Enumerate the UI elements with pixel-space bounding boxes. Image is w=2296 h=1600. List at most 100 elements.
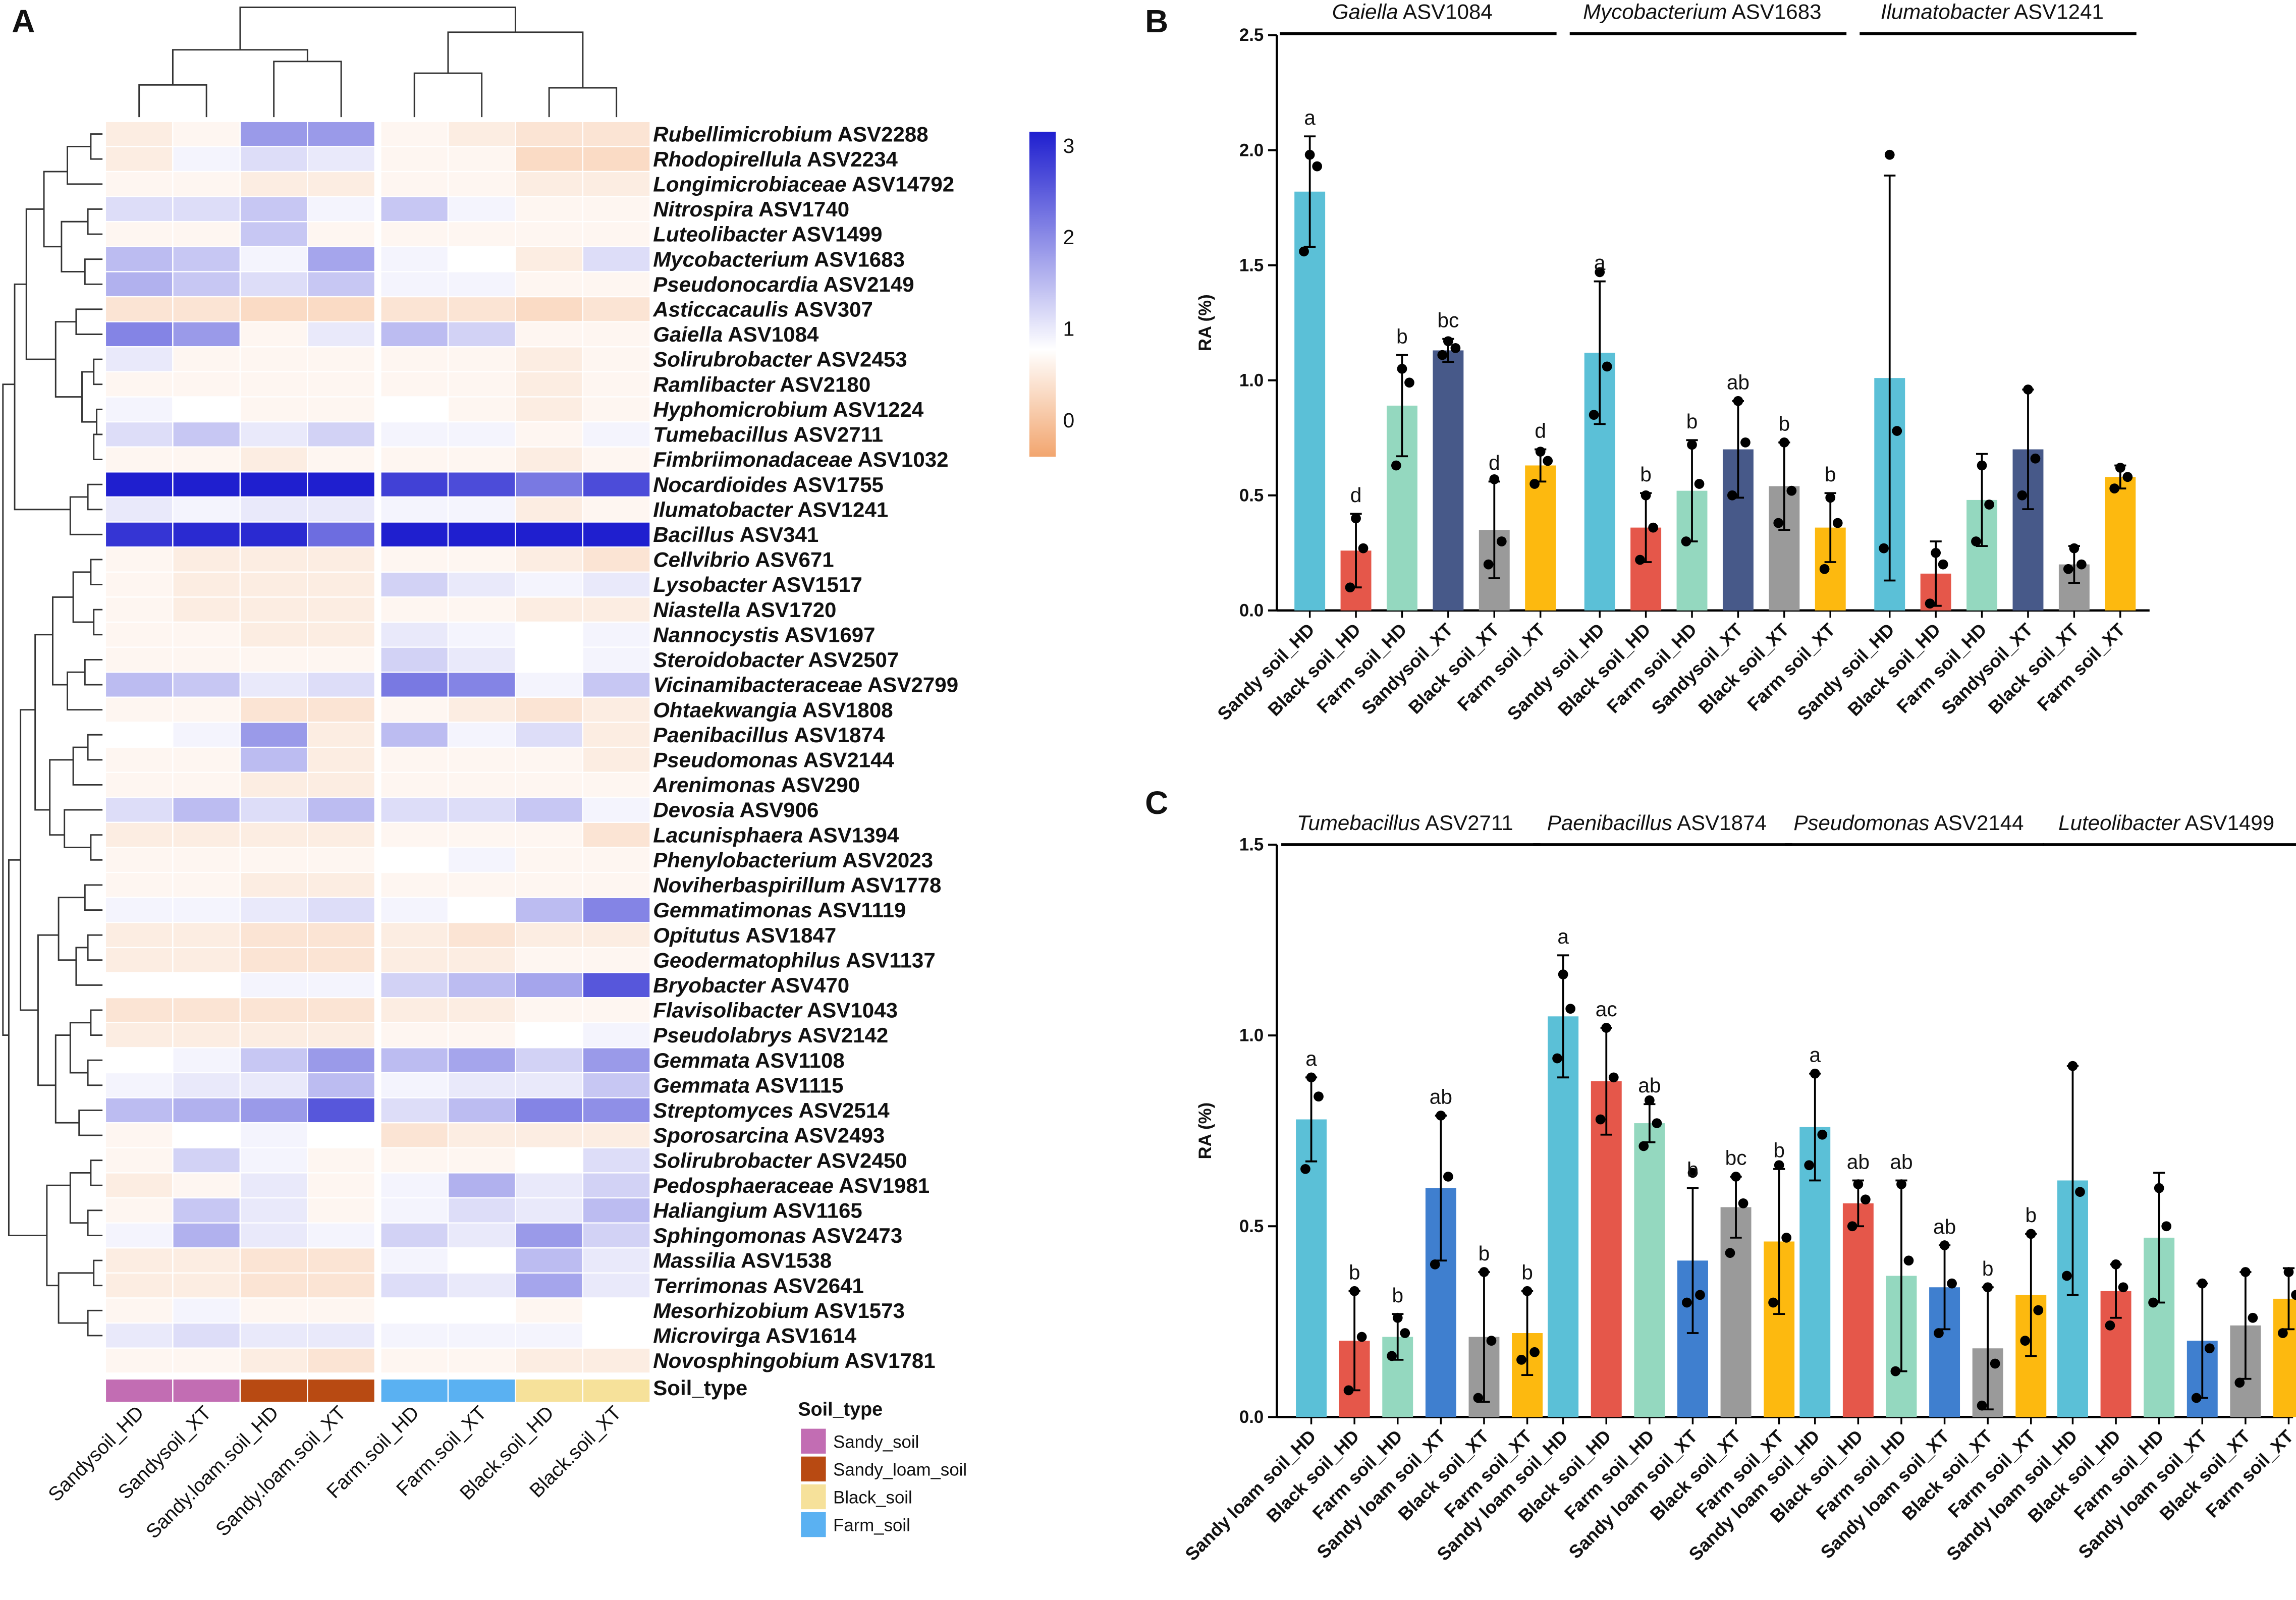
heatmap-cell	[582, 897, 651, 923]
dendrogram-branch	[69, 1172, 91, 1224]
heatmap-cell	[172, 546, 241, 573]
bar	[1591, 1081, 1622, 1417]
data-point	[1740, 437, 1751, 448]
heatmap-cell	[582, 1297, 651, 1324]
data-point	[2069, 543, 2080, 554]
heatmap-cell	[447, 1172, 516, 1199]
dendrogram-branch	[8, 859, 47, 1236]
legend-swatch	[801, 1484, 826, 1510]
heatmap-cell	[239, 871, 308, 898]
heatmap-cell	[582, 997, 651, 1023]
row-label-genus: Cellvibrio	[653, 548, 750, 572]
heatmap-cell	[582, 797, 651, 823]
heatmap-cell	[515, 696, 584, 723]
heatmap-cell	[172, 922, 241, 949]
heatmap-cell	[239, 246, 308, 272]
legend-swatch	[801, 1456, 826, 1482]
row-label: Gemmata ASV1108	[653, 1049, 845, 1072]
row-label: Asticcacaulis ASV307	[652, 298, 873, 321]
row-label-asv: ASV1808	[797, 698, 893, 722]
heatmap-cell	[380, 1247, 449, 1274]
heatmap-cell	[447, 496, 516, 523]
significance-letter: a	[1809, 1043, 1821, 1067]
row-label-asv: ASV2711	[788, 423, 883, 447]
data-point	[1853, 1179, 1864, 1189]
heatmap-cell	[307, 1172, 376, 1199]
row-label: Sporosarcina ASV2493	[653, 1124, 885, 1147]
data-point	[2067, 1061, 2078, 1071]
heatmap-cell	[380, 246, 449, 272]
y-tick-label: 0.0	[1239, 1407, 1264, 1427]
data-point	[1391, 460, 1401, 471]
row-label: Microvirga ASV1614	[653, 1324, 857, 1348]
data-point	[2234, 1377, 2245, 1388]
row-label-genus: Noviherbaspirillum	[653, 873, 845, 897]
heatmap-cell	[515, 1222, 584, 1249]
heatmap-cell	[172, 997, 241, 1023]
row-label: Rhodopirellula ASV2234	[653, 147, 898, 171]
heatmap-cell	[307, 947, 376, 973]
soil-type-cell	[447, 1378, 516, 1403]
row-label: Nannocystis ASV1697	[653, 623, 875, 646]
heatmap-cell	[172, 321, 241, 348]
heatmap-cell	[307, 722, 376, 748]
heatmap-row: Sporosarcina ASV2493	[104, 1122, 885, 1148]
row-label-genus: Phenylobacterium	[653, 848, 837, 872]
heatmap-row: Arenimonas ASV290	[104, 771, 860, 798]
heatmap-cell	[515, 346, 584, 373]
heatmap-cell	[380, 1047, 449, 1074]
heatmap-cell	[515, 797, 584, 823]
heatmap-cell	[515, 947, 584, 973]
row-label-asv: ASV1847	[740, 923, 836, 947]
data-point	[1983, 1282, 1993, 1293]
dendrogram-branch	[87, 1209, 103, 1236]
heatmap-cell	[172, 821, 241, 848]
heatmap-row: Terrimonas ASV2641	[104, 1272, 864, 1299]
heatmap-cell	[582, 871, 651, 898]
heatmap-cell	[239, 696, 308, 723]
heatmap-cell	[172, 421, 241, 448]
row-label-asv: ASV2180	[775, 372, 870, 396]
row-label-genus: Streptomyces	[653, 1098, 793, 1122]
data-point	[1529, 479, 1540, 489]
row-label-genus: Haliangium	[653, 1199, 768, 1223]
heatmap-cell	[380, 646, 449, 673]
heatmap-cell	[515, 521, 584, 548]
heatmap-row: Streptomyces ASV2514	[104, 1097, 890, 1124]
bar	[1294, 191, 1326, 611]
heatmap-cell	[239, 421, 308, 448]
row-label-genus: Pseudomonas	[653, 748, 798, 772]
heatmap-row: Phenylobacterium ASV2023	[104, 847, 933, 873]
heatmap-cell	[307, 1072, 376, 1098]
heatmap-cell	[515, 821, 584, 848]
group-title-genus: Mycobacterium	[1583, 0, 1727, 24]
heatmap-cell	[104, 922, 174, 949]
y-axis-label: RA (%)	[1195, 1102, 1215, 1160]
data-point	[1971, 536, 1981, 546]
heatmap-row: Devosia ASV906	[104, 797, 818, 823]
heatmap-cell	[380, 1097, 449, 1124]
heatmap-cell	[515, 196, 584, 223]
heatmap-cell	[380, 821, 449, 848]
significance-letter: b	[1779, 412, 1790, 435]
heatmap-cell	[447, 672, 516, 698]
bar	[1634, 1123, 1665, 1417]
data-point	[2076, 559, 2087, 570]
data-point	[1819, 564, 1830, 574]
heatmap-cell	[239, 371, 308, 398]
heatmap-row: Solirubrobacter ASV2453	[104, 346, 907, 373]
heatmap-cell	[239, 947, 308, 973]
heatmap-cell	[582, 1122, 651, 1148]
row-label: Sphingomonas ASV2473	[653, 1224, 902, 1247]
heatmap-cell	[515, 1072, 584, 1098]
heatmap-cell	[239, 1122, 308, 1148]
heatmap-cell	[172, 296, 241, 322]
data-point	[2148, 1297, 2158, 1308]
heatmap-cell	[447, 696, 516, 723]
data-point	[1725, 1248, 1735, 1258]
row-label-asv: ASV1115	[750, 1073, 844, 1097]
dendrogram-branch	[93, 433, 103, 460]
data-point	[1977, 1400, 1987, 1411]
heatmap-cell	[104, 171, 174, 197]
